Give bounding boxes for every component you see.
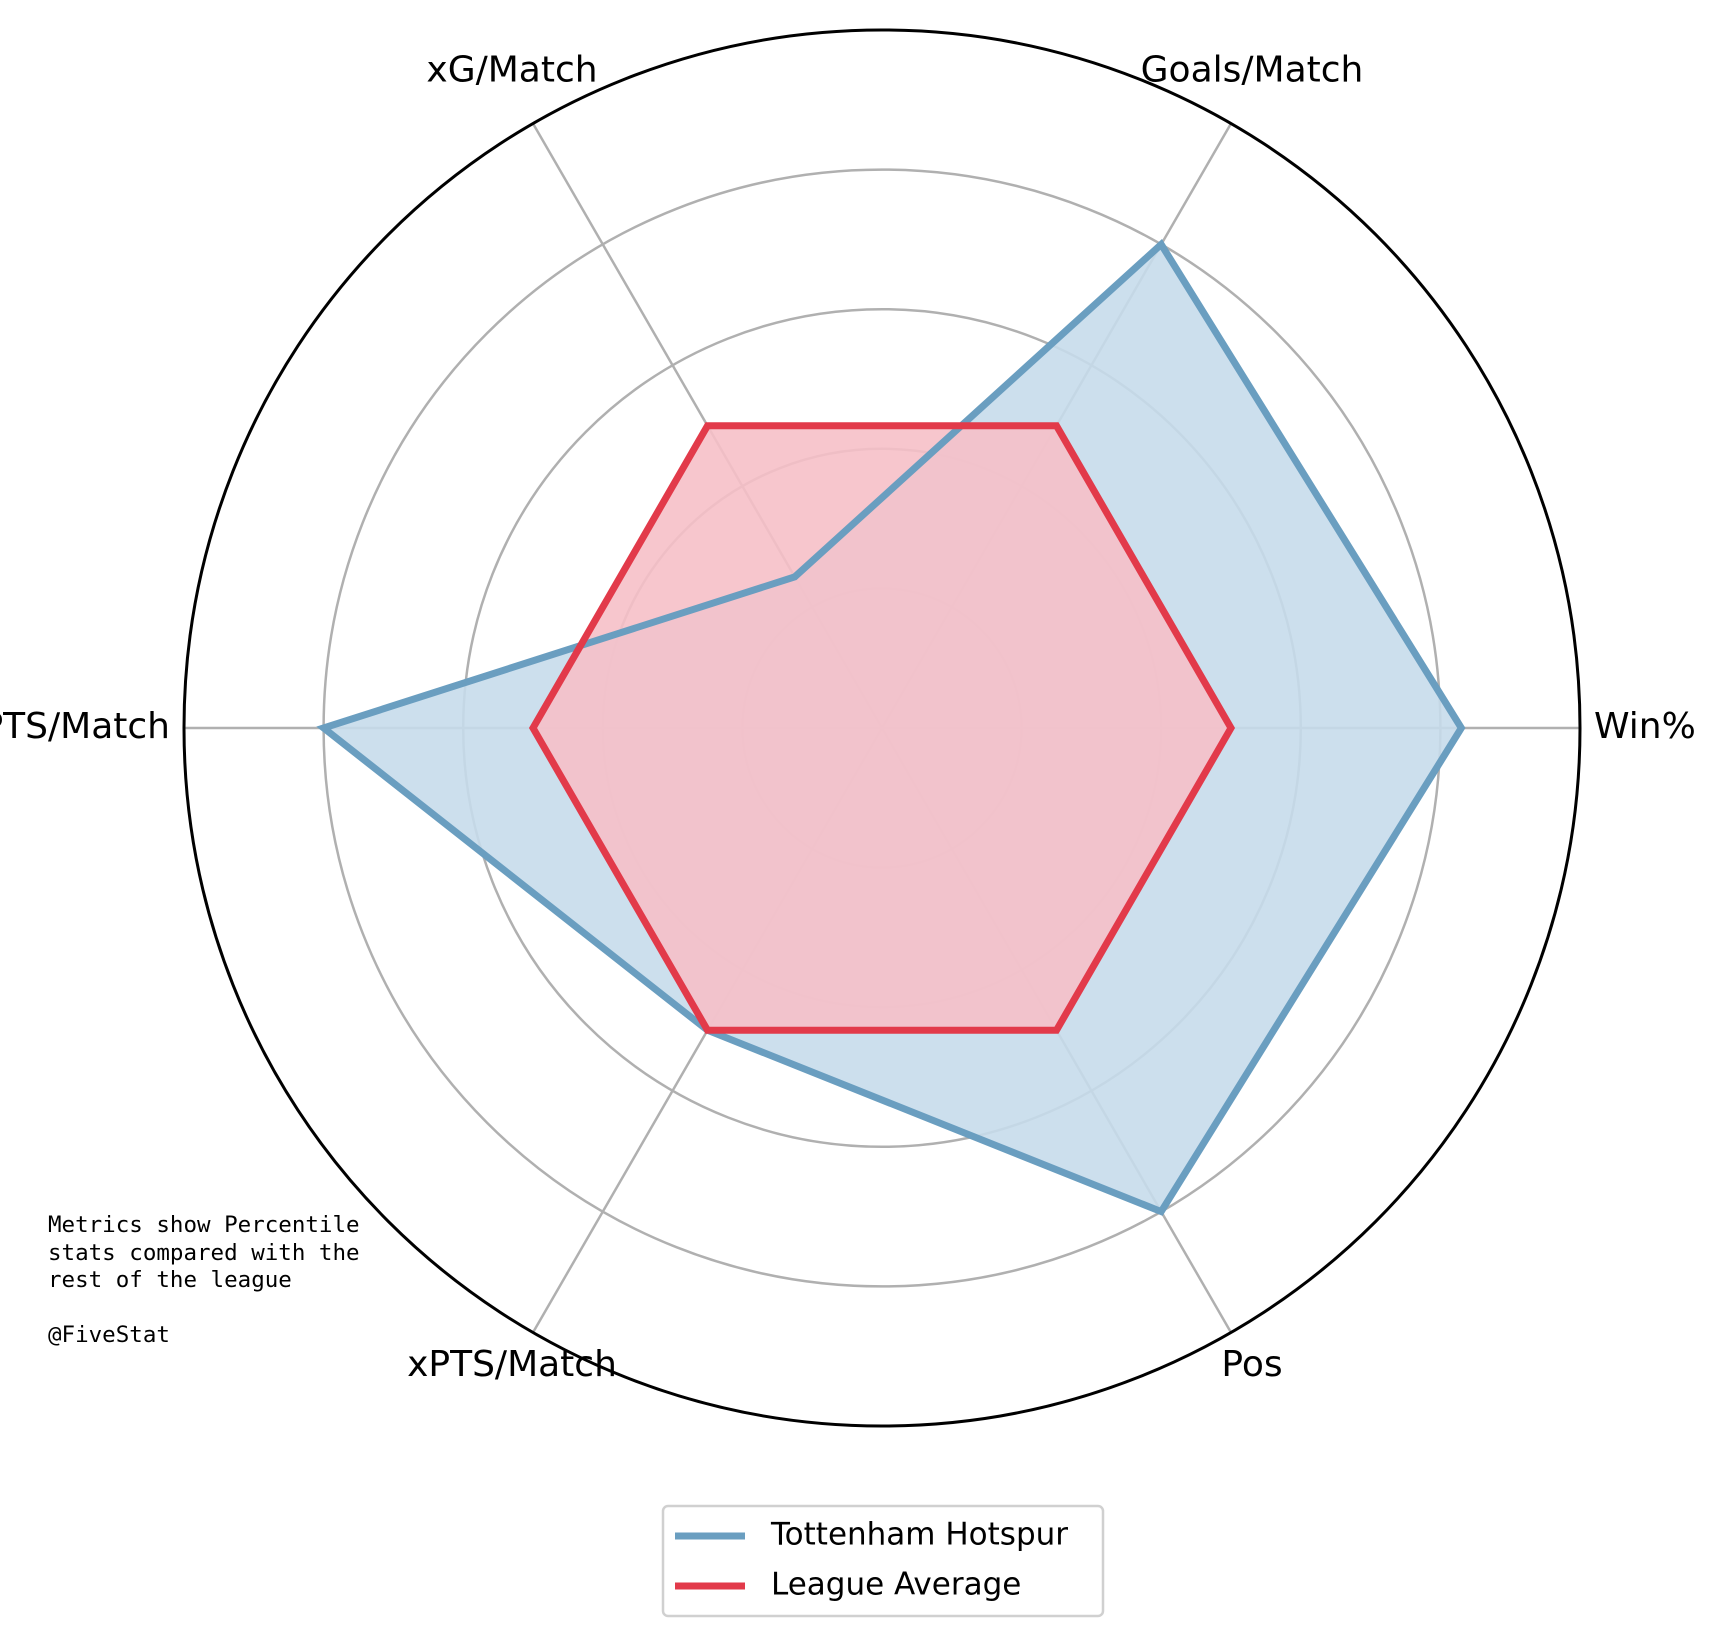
legend-box bbox=[661, 1504, 1105, 1618]
note-text: Metrics show Percentile stats compared w… bbox=[48, 1212, 360, 1348]
series-line bbox=[528, 422, 1236, 1034]
series-line bbox=[316, 238, 1466, 1216]
axis-label: Win% bbox=[1594, 706, 1696, 747]
axis-label: PTS/Match bbox=[0, 706, 170, 747]
legend: Tottenham Hotspur League Average bbox=[661, 1504, 1105, 1618]
legend-label: Tottenham Hotspur bbox=[770, 1517, 1068, 1553]
series-area bbox=[533, 425, 1231, 1031]
legend-label: League Average bbox=[771, 1567, 1021, 1603]
axis-labels: Win% Goals/Match xG/Match PTS/Match xPTS/Mat… bbox=[0, 49, 1696, 1385]
chart-frame bbox=[182, 28, 1582, 1428]
axis-label: Goals/Match bbox=[1141, 49, 1364, 90]
frame-layer bbox=[182, 28, 1582, 1428]
axis-label: Pos bbox=[1221, 1344, 1282, 1385]
series-layer bbox=[316, 238, 1466, 1216]
axis-label: xPTS/Match bbox=[407, 1344, 617, 1385]
axis-label: xG/Match bbox=[426, 49, 597, 90]
